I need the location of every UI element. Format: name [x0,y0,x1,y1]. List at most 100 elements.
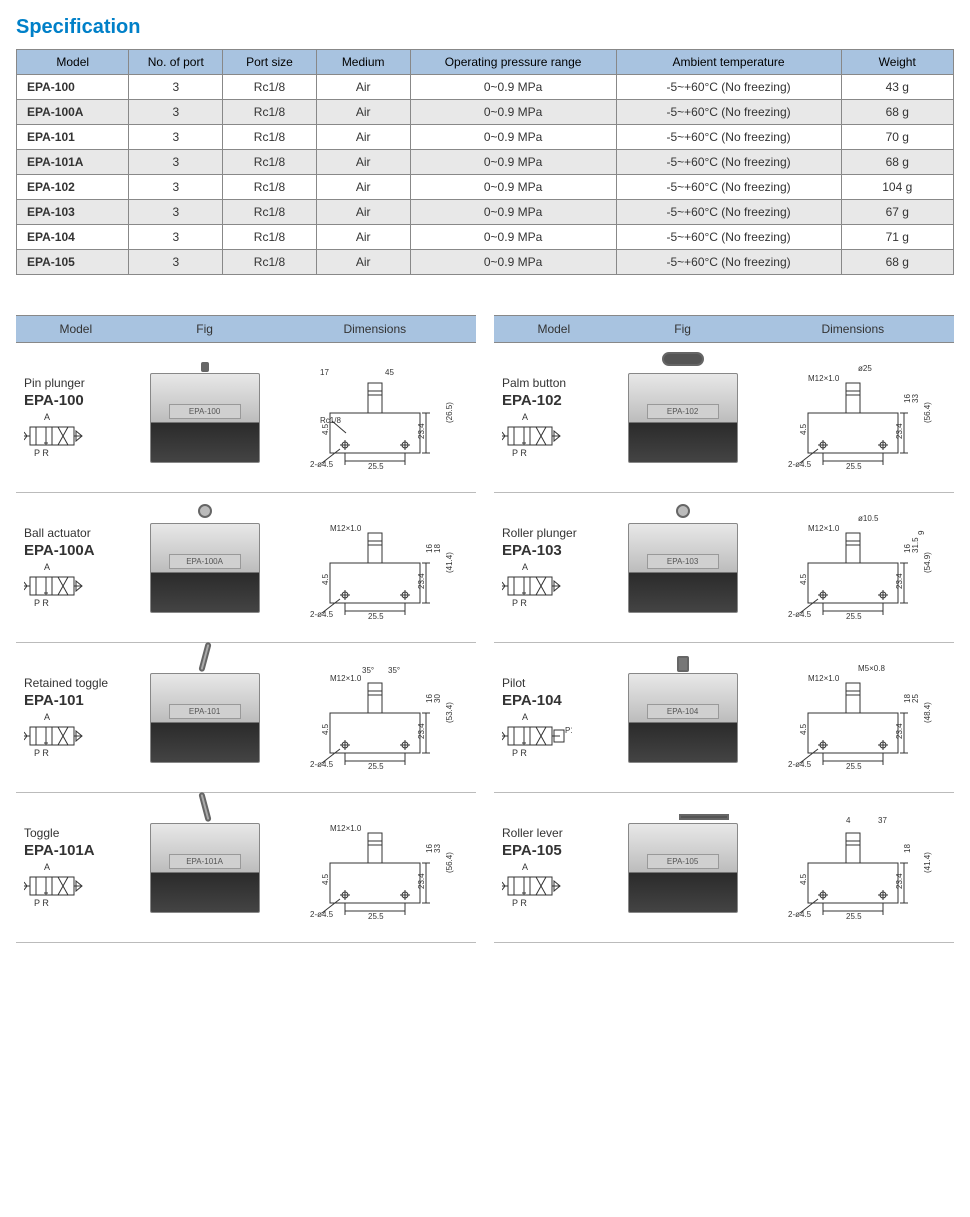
svg-text:25.5: 25.5 [846,912,862,921]
dim-h-model: Model [494,316,614,342]
svg-text:4.5: 4.5 [799,723,808,735]
dim-drawing-cell: 25.5 2-ø4.5 4.5 23.4 M12×1.01816(41.4) [274,493,476,642]
spec-cell-size: Rc1/8 [223,250,317,275]
spec-row: EPA-1023Rc1/8Air0~0.9 MPa-5~+60°C (No fr… [17,175,954,200]
spec-row: EPA-1043Rc1/8Air0~0.9 MPa-5~+60°C (No fr… [17,225,954,250]
spec-cell-model: EPA-101 [17,125,129,150]
svg-text:M12×1.0: M12×1.0 [808,374,840,383]
spec-cell-medium: Air [316,175,410,200]
section-title: Specification [16,16,954,39]
spec-cell-ports: 3 [129,75,223,100]
svg-text:4.5: 4.5 [321,573,330,585]
product-photo-icon: EPA-102 [628,373,738,463]
model-code-label: EPA-103 [502,542,562,559]
dim-model-cell: Pin plunger EPA-100 A P R [16,343,136,492]
spec-cell-ports: 3 [129,200,223,225]
product-photo-icon: EPA-103 [628,523,738,613]
svg-text:23.4: 23.4 [417,722,426,738]
svg-text:25.5: 25.5 [846,462,862,471]
svg-text:23.4: 23.4 [417,572,426,588]
dim-drawing-cell: 25.5 2-ø4.5 4.5 23.4 M12×1.03316(56.4) [274,793,476,942]
dim-model-cell: Toggle EPA-101A A P R [16,793,136,942]
svg-text:2-ø4.5: 2-ø4.5 [788,610,812,619]
svg-text:M12×1.0: M12×1.0 [808,674,840,683]
svg-text:2-ø4.5: 2-ø4.5 [310,610,334,619]
svg-text:M5×0.8: M5×0.8 [858,664,885,673]
product-plate-label: EPA-103 [647,554,719,569]
svg-text:25.5: 25.5 [368,912,384,921]
dimension-drawing-icon: 25.5 2-ø4.5 4.5 23.4 M5×0.8M12×1.02518(4… [768,663,938,773]
svg-text:33: 33 [911,393,920,402]
dim-model-cell: Retained toggle EPA-101 A P R [16,643,136,792]
spec-cell-temp: -5~+60°C (No freezing) [616,225,841,250]
product-plate-label: EPA-101A [169,854,241,869]
spec-cell-temp: -5~+60°C (No freezing) [616,125,841,150]
dim-drawing-cell: 25.5 2-ø4.5 4.5 23.4 Rc1/8 1745(26.5) [274,343,476,492]
spec-cell-temp: -5~+60°C (No freezing) [616,150,841,175]
spec-cell-weight: 70 g [841,125,954,150]
svg-text:37: 37 [878,816,887,825]
svg-text:(56.4): (56.4) [445,851,454,872]
svg-text:Rc1/8: Rc1/8 [320,416,341,425]
spec-cell-ports: 3 [129,175,223,200]
svg-text:M12×1.0: M12×1.0 [330,674,362,683]
valve-schematic-icon: A P R [502,563,572,609]
svg-text:2-ø4.5: 2-ø4.5 [310,910,334,919]
svg-text:9: 9 [917,530,926,535]
spec-cell-model: EPA-104 [17,225,129,250]
spec-cell-medium: Air [316,125,410,150]
dim-model-cell: Roller lever EPA-105 A P R [494,793,614,942]
spec-cell-model: EPA-100 [17,75,129,100]
svg-text:2-ø4.5: 2-ø4.5 [310,460,334,469]
product-photo-icon: EPA-100A [150,523,260,613]
model-type-label: Retained toggle [24,676,108,690]
dim-fig-cell: EPA-100A [136,493,274,642]
svg-text:(53.4): (53.4) [445,701,454,722]
svg-text:2-ø4.5: 2-ø4.5 [788,910,812,919]
model-code-label: EPA-101 [24,692,84,709]
spec-cell-pressure: 0~0.9 MPa [410,100,616,125]
valve-schematic-icon: A P R [24,863,94,909]
model-type-label: Pin plunger [24,376,85,390]
svg-text:4.5: 4.5 [321,423,330,435]
svg-text:P1: P1 [565,726,572,735]
spec-cell-pressure: 0~0.9 MPa [410,250,616,275]
dim-fig-cell: EPA-103 [614,493,752,642]
spec-row: EPA-101A3Rc1/8Air0~0.9 MPa-5~+60°C (No f… [17,150,954,175]
dim-row: Ball actuator EPA-100A A P R EPA-1 [16,493,476,643]
svg-text:4.5: 4.5 [799,573,808,585]
model-code-label: EPA-102 [502,392,562,409]
svg-text:(41.4): (41.4) [445,551,454,572]
svg-text:2-ø4.5: 2-ø4.5 [788,760,812,769]
dim-row: Roller plunger EPA-103 A P R EPA-1 [494,493,954,643]
svg-text:(56.4): (56.4) [923,401,932,422]
spec-cell-temp: -5~+60°C (No freezing) [616,100,841,125]
dim-row: Roller lever EPA-105 A P R EPA-105 [494,793,954,943]
dimension-drawing-icon: 25.5 2-ø4.5 4.5 23.4 ø25M12×1.03316(56.4… [768,363,938,473]
dim-fig-cell: EPA-105 [614,793,752,942]
dimension-drawing-icon: 25.5 2-ø4.5 4.5 23.4 M12×1.03316(56.4) [290,813,460,923]
spec-cell-ports: 3 [129,100,223,125]
dimension-columns: Model Fig Dimensions Pin plunger EPA-100… [16,315,954,943]
dim-h-dim: Dimensions [752,316,954,342]
spec-row: EPA-1013Rc1/8Air0~0.9 MPa-5~+60°C (No fr… [17,125,954,150]
svg-text:16: 16 [903,393,912,402]
svg-text:31.5: 31.5 [911,536,920,552]
svg-text:(48.4): (48.4) [923,701,932,722]
spec-cell-pressure: 0~0.9 MPa [410,225,616,250]
valve-schematic-icon: A P R [502,413,572,459]
dim-row: Palm button EPA-102 A P R EPA-102 [494,343,954,493]
dim-fig-cell: EPA-102 [614,343,752,492]
svg-text:M12×1.0: M12×1.0 [330,524,362,533]
svg-text:M12×1.0: M12×1.0 [330,824,362,833]
spec-cell-weight: 104 g [841,175,954,200]
spec-cell-weight: 68 g [841,250,954,275]
product-photo-icon: EPA-100 [150,373,260,463]
spec-row: EPA-100A3Rc1/8Air0~0.9 MPa-5~+60°C (No f… [17,100,954,125]
product-plate-label: EPA-105 [647,854,719,869]
dim-h-model: Model [16,316,136,342]
spec-h-press: Operating pressure range [410,50,616,75]
svg-text:16: 16 [903,543,912,552]
svg-text:(26.5): (26.5) [445,401,454,422]
valve-schematic-icon: A P1 P R [502,713,572,759]
